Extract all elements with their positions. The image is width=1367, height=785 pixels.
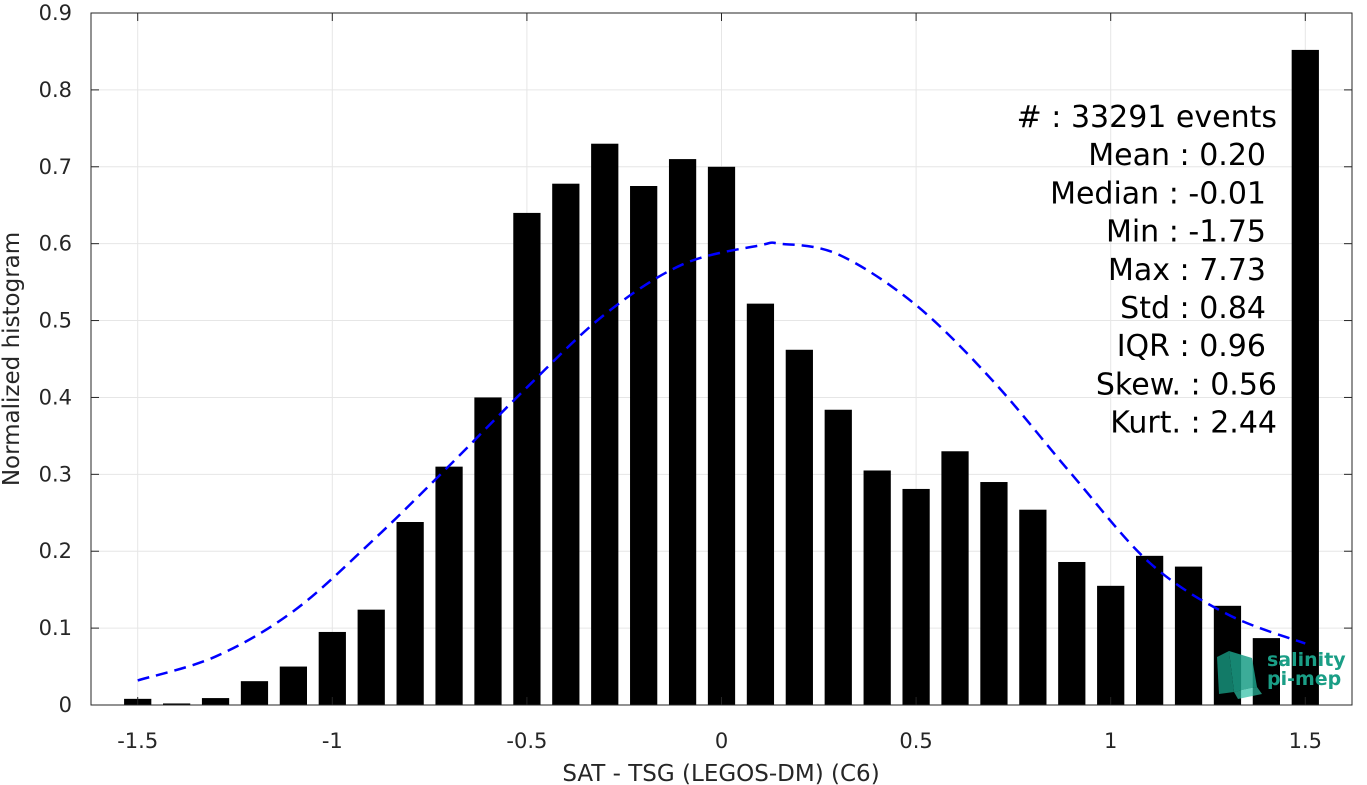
stat-line: Kurt. : 2.44 <box>1110 406 1277 441</box>
histogram-bars <box>124 49 1319 706</box>
y-tick-label: 0.4 <box>39 385 72 409</box>
logo-text-line2: pi-mep <box>1267 668 1341 690</box>
histogram-bar <box>240 681 269 705</box>
histogram-bar <box>941 451 969 705</box>
y-tick-label: 0.2 <box>39 539 72 563</box>
histogram-bar <box>396 522 424 705</box>
gaussian-fit-curve <box>137 241 1306 682</box>
stat-line: # : 33291 events <box>1017 100 1277 135</box>
y-axis-label: Normalized histogram <box>0 232 25 486</box>
x-tick-label: -1 <box>322 729 343 753</box>
y-tick-label: 0.3 <box>39 462 72 486</box>
y-tick-label: 0.5 <box>39 309 72 333</box>
histogram-bar <box>707 166 736 705</box>
histogram-bar <box>318 631 346 705</box>
y-axis-ticks: 0 0.1 0.2 0.3 0.4 0.5 0.6 0.7 0.8 0.9 <box>39 1 1352 717</box>
x-tick-label: 1.5 <box>1289 729 1322 753</box>
stat-line: Std : 0.84 <box>1120 291 1266 326</box>
stat-line: IQR : 0.96 <box>1117 329 1266 364</box>
histogram-bar <box>513 212 541 705</box>
y-tick-label: 0.1 <box>39 616 72 640</box>
histogram-bar <box>591 143 619 705</box>
y-tick-label: 0.7 <box>39 155 72 179</box>
x-tick-label: -0.5 <box>506 729 547 753</box>
histogram-bar <box>474 397 502 705</box>
histogram-bar <box>1058 561 1086 705</box>
stat-line: Mean : 0.20 <box>1088 138 1266 173</box>
salinity-pimep-logo: salinity pi-mep <box>1217 649 1346 699</box>
x-axis-label: SAT - TSG (LEGOS-DM) (C6) <box>562 761 879 785</box>
stat-line: Skew. : 0.56 <box>1096 367 1277 402</box>
x-tick-label: -1.5 <box>117 729 158 753</box>
y-tick-label: 0.9 <box>39 1 72 25</box>
histogram-bar <box>552 183 580 705</box>
stat-line: Median : -0.01 <box>1050 176 1266 211</box>
y-tick-label: 0 <box>59 693 72 717</box>
histogram-bar <box>1097 585 1125 705</box>
histogram-bar <box>1174 566 1203 705</box>
histogram-bar <box>1135 555 1164 705</box>
histogram-bar <box>163 703 191 705</box>
x-tick-label: 0 <box>715 729 728 753</box>
histogram-bar <box>746 303 775 705</box>
stat-line: Max : 7.73 <box>1108 253 1266 288</box>
histogram-bar <box>785 349 813 705</box>
histogram-bar <box>630 186 658 705</box>
histogram-bar <box>902 488 930 705</box>
histogram-bar <box>357 609 385 705</box>
cube-icon <box>1217 651 1262 699</box>
y-tick-label: 0.6 <box>39 232 72 256</box>
stat-line: Min : -1.75 <box>1106 215 1266 250</box>
y-tick-label: 0.8 <box>39 78 72 102</box>
histogram-bar <box>1019 509 1047 705</box>
histogram-bar <box>863 470 891 705</box>
x-axis-ticks: -1.5 -1 -0.5 0 0.5 1 1.5 <box>117 13 1322 753</box>
histogram-bar <box>1291 49 1319 705</box>
histogram-bar <box>201 698 230 705</box>
x-tick-label: 0.5 <box>899 729 932 753</box>
histogram-bar <box>435 466 463 705</box>
x-tick-label: 1 <box>1104 729 1117 753</box>
logo-text-line1: salinity <box>1267 649 1346 671</box>
histogram-bar <box>824 409 852 705</box>
histogram-bar <box>279 666 308 705</box>
histogram-bar <box>980 482 1008 705</box>
histogram-bar <box>668 159 697 706</box>
